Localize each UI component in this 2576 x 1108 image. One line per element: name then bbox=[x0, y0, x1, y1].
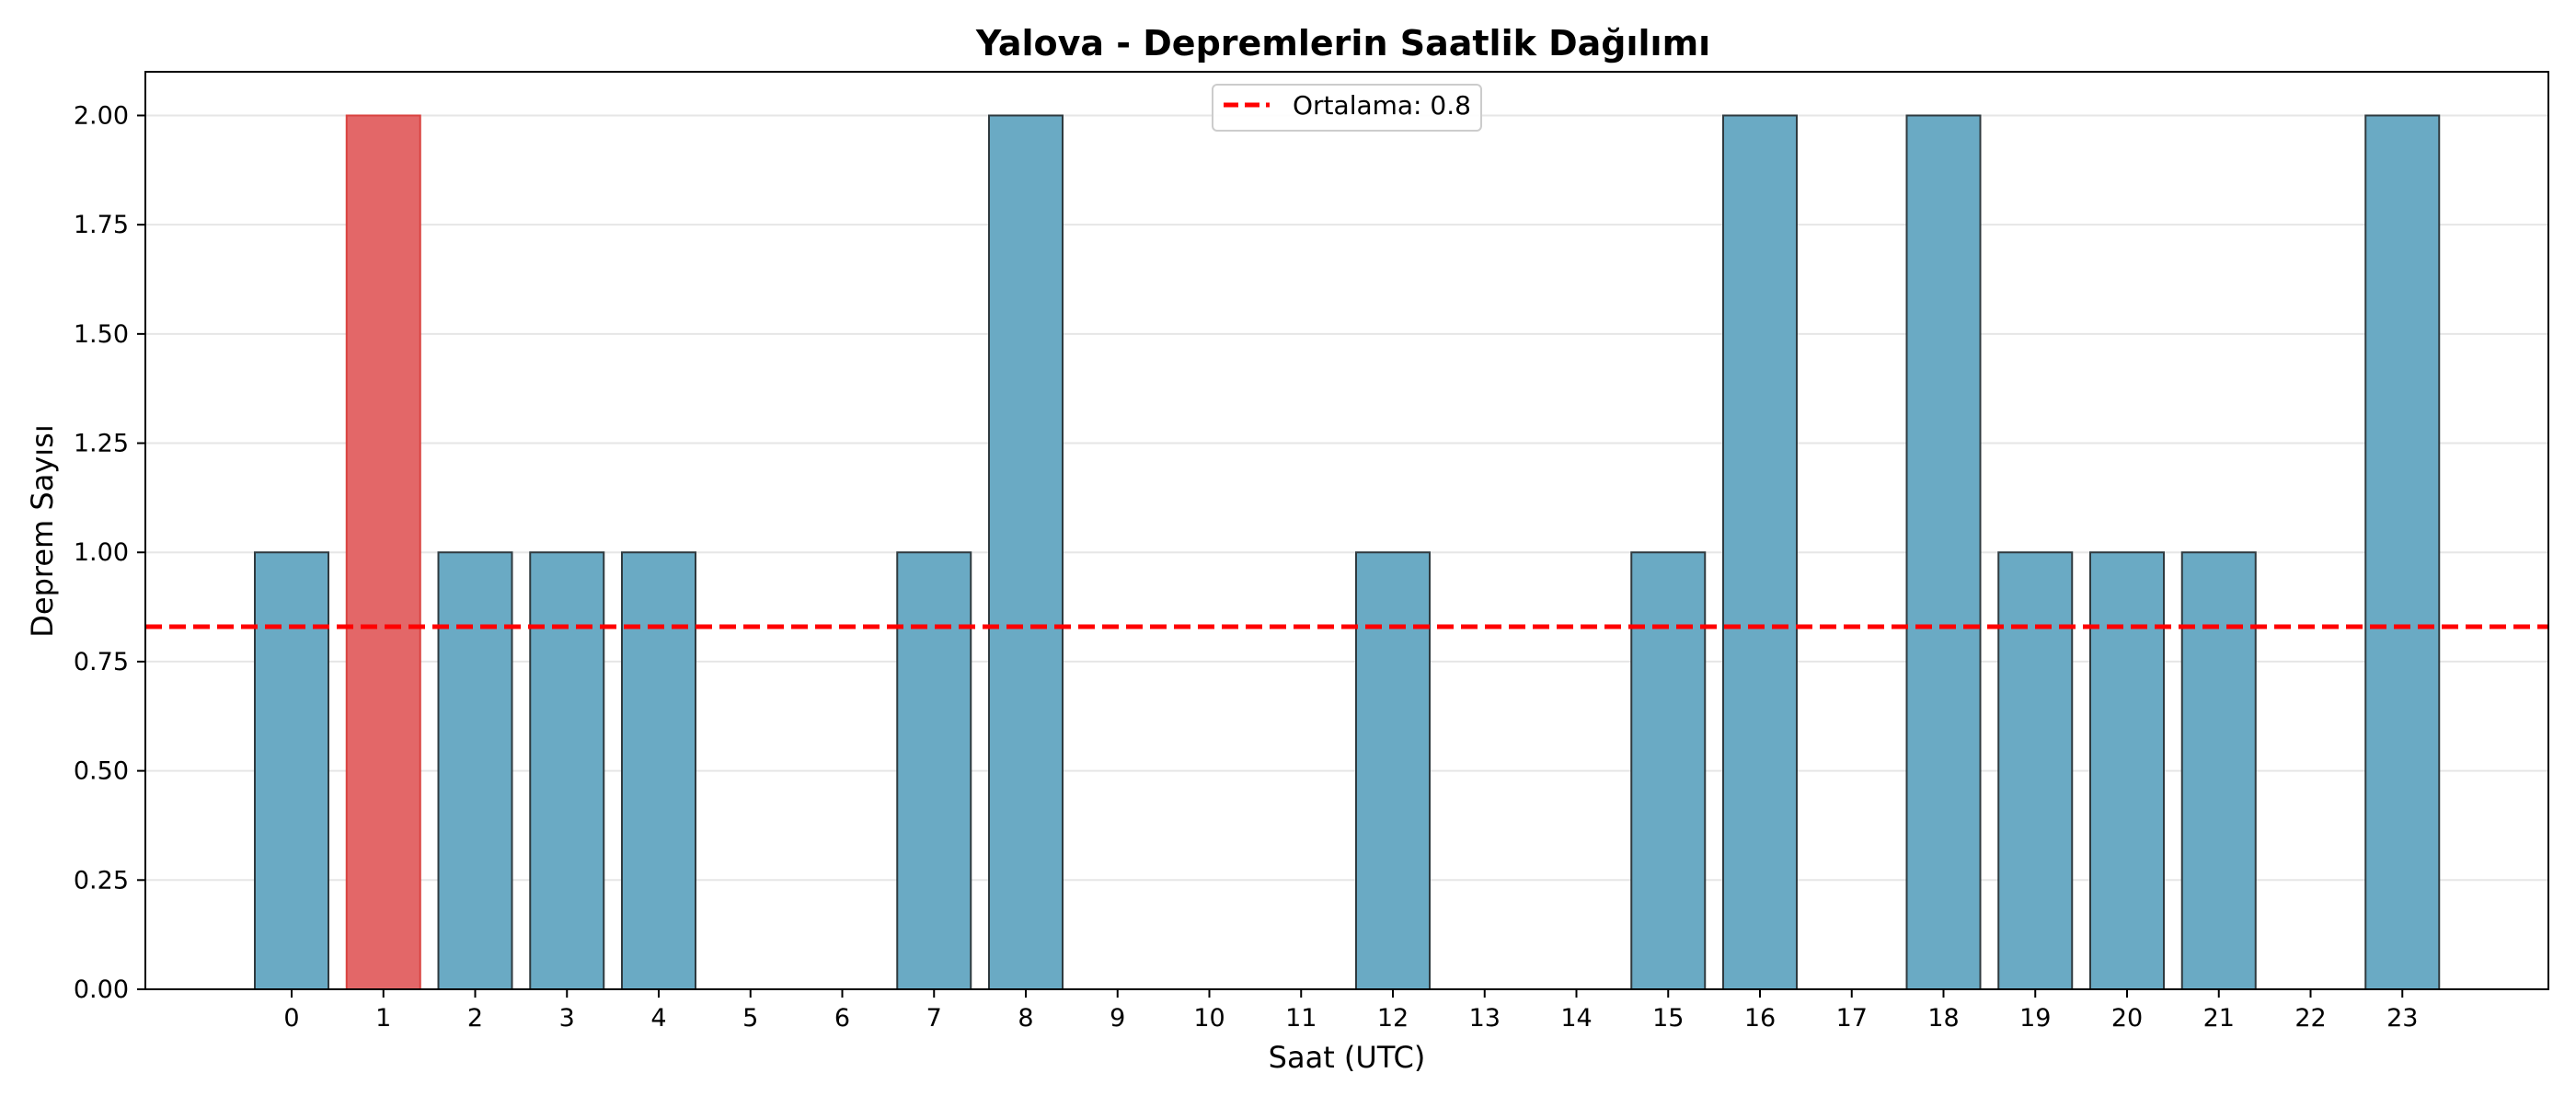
x-tick-label: 11 bbox=[1285, 1004, 1317, 1033]
x-axis-label: Saat (UTC) bbox=[1269, 1040, 1426, 1075]
bar-1 bbox=[345, 114, 421, 990]
x-tick-label: 21 bbox=[2203, 1004, 2235, 1033]
x-tick-label: 19 bbox=[2019, 1004, 2051, 1033]
y-tick-label: 2.00 bbox=[74, 101, 129, 130]
bar-4 bbox=[621, 551, 696, 990]
x-tick-label: 20 bbox=[2111, 1004, 2143, 1033]
x-axis: 0 1 2 3 4 5 6 7 8 9 10 11 12 13 14 15 16 17 18 19 20 21 22 23 bbox=[283, 989, 2418, 1033]
bar-2 bbox=[437, 551, 513, 990]
bar-18 bbox=[1905, 114, 1982, 990]
x-tick-label: 8 bbox=[1018, 1004, 1033, 1033]
bar-8 bbox=[988, 114, 1064, 990]
x-tick-label: 1 bbox=[375, 1004, 391, 1033]
x-tick-label: 12 bbox=[1377, 1004, 1409, 1033]
y-tick-label: 1.75 bbox=[74, 211, 129, 239]
y-axis: 0.00 0.25 0.50 0.75 1.00 1.25 1.50 1.75 2.00 bbox=[74, 101, 145, 1004]
bar-15 bbox=[1630, 551, 1707, 990]
x-tick-label: 15 bbox=[1652, 1004, 1684, 1033]
y-axis-label: Deprem Sayısı bbox=[25, 424, 60, 637]
x-tick-label: 16 bbox=[1744, 1004, 1776, 1033]
x-tick-label: 5 bbox=[742, 1004, 758, 1033]
x-tick-label: 3 bbox=[559, 1004, 575, 1033]
legend-box bbox=[1212, 84, 1482, 132]
plot-frame bbox=[144, 71, 2549, 990]
bar-12 bbox=[1355, 551, 1431, 990]
bar-21 bbox=[2180, 551, 2257, 990]
x-tick-label: 14 bbox=[1560, 1004, 1592, 1033]
x-tick-label: 23 bbox=[2386, 1004, 2418, 1033]
bar-3 bbox=[529, 551, 605, 990]
bar-0 bbox=[254, 551, 329, 990]
x-tick-label: 7 bbox=[926, 1004, 942, 1033]
bar-19 bbox=[1997, 551, 2074, 990]
legend-mean-label: Ortalama: 0.8 bbox=[1293, 90, 1471, 121]
x-tick-label: 10 bbox=[1193, 1004, 1225, 1033]
x-tick-label: 22 bbox=[2294, 1004, 2326, 1033]
y-tick-label: 0.50 bbox=[74, 757, 129, 786]
bar-7 bbox=[896, 551, 972, 990]
y-tick-label: 0.25 bbox=[74, 866, 129, 894]
y-tick-label: 1.25 bbox=[74, 430, 129, 458]
y-tick-label: 1.50 bbox=[74, 320, 129, 349]
x-tick-label: 9 bbox=[1110, 1004, 1125, 1033]
bar-16 bbox=[1722, 114, 1798, 990]
y-tick-label: 0.00 bbox=[74, 975, 129, 1004]
x-tick-label: 13 bbox=[1469, 1004, 1501, 1033]
y-tick-label: 1.00 bbox=[74, 538, 129, 567]
x-tick-label: 17 bbox=[1836, 1004, 1868, 1033]
x-tick-label: 6 bbox=[834, 1004, 850, 1033]
y-tick-label: 0.75 bbox=[74, 648, 129, 676]
bar-20 bbox=[2089, 551, 2165, 990]
bar-23 bbox=[2364, 114, 2441, 990]
chart-title: Yalova - Depremlerin Saatlik Dağılımı bbox=[975, 23, 1710, 63]
legend: Ortalama: 0.8 bbox=[1212, 84, 1482, 132]
x-tick-label: 4 bbox=[650, 1004, 666, 1033]
x-tick-label: 2 bbox=[467, 1004, 483, 1033]
x-tick-label: 18 bbox=[1927, 1004, 1959, 1033]
x-tick-label: 0 bbox=[283, 1004, 299, 1033]
